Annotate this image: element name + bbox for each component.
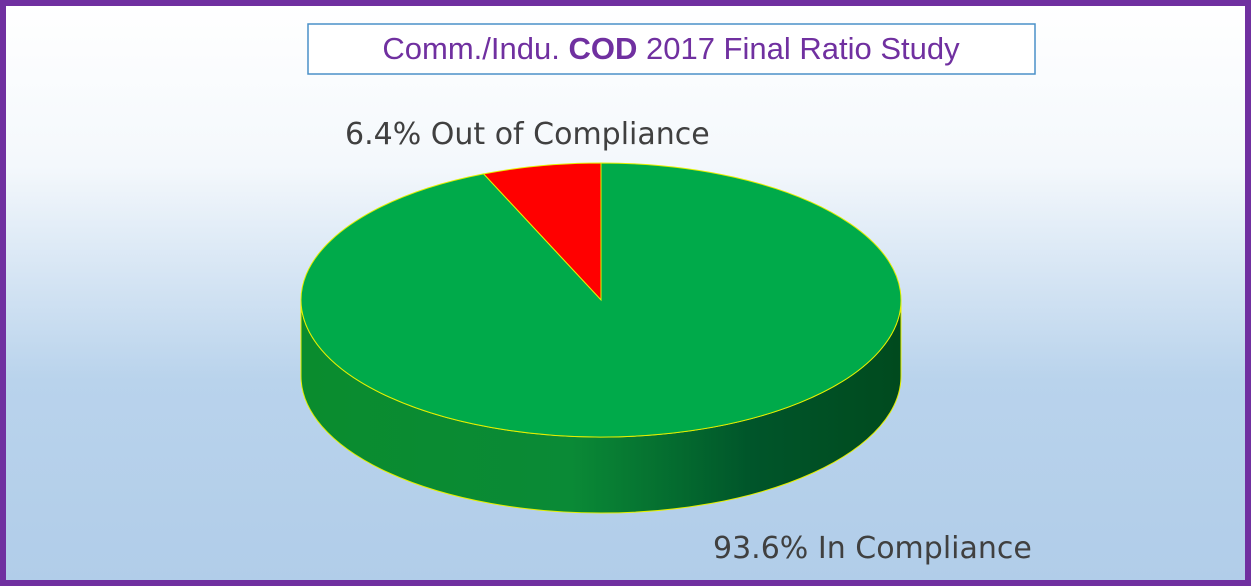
- title-part: COD: [568, 31, 637, 66]
- category-label: Out of Compliance: [431, 117, 710, 152]
- category-label: In Compliance: [818, 531, 1032, 566]
- value-label: 93.6%: [713, 531, 808, 566]
- chart-title: Comm./Indu. COD 2017 Final Ratio Study: [382, 31, 960, 66]
- data-label: 6.4% Out of Compliance: [345, 117, 710, 152]
- data-label: 93.6% In Compliance: [713, 531, 1032, 566]
- title-part: Comm./Indu.: [382, 31, 559, 66]
- title-part: 2017 Final Ratio Study: [646, 31, 960, 66]
- pie-slice: [300, 162, 902, 438]
- value-label: 6.4%: [345, 117, 421, 152]
- pie-slice: [482, 162, 602, 302]
- pie: [300, 162, 902, 514]
- title-box: [307, 23, 1036, 75]
